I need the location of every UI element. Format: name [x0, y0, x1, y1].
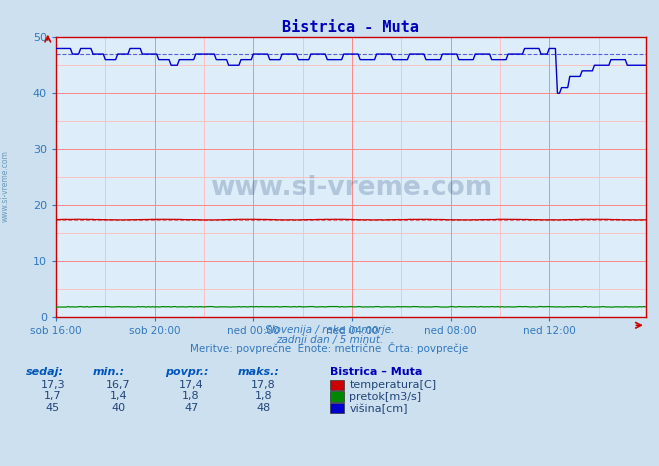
Text: Bistrica – Muta: Bistrica – Muta [330, 367, 422, 377]
Title: Bistrica - Muta: Bistrica - Muta [283, 20, 419, 35]
Text: 17,8: 17,8 [251, 380, 276, 390]
Text: 45: 45 [45, 403, 60, 413]
Text: Meritve: povprečne  Enote: metrične  Črta: povprečje: Meritve: povprečne Enote: metrične Črta:… [190, 342, 469, 354]
Text: 1,7: 1,7 [44, 391, 61, 401]
Text: sedaj:: sedaj: [26, 367, 65, 377]
Text: 1,8: 1,8 [183, 391, 200, 401]
Text: 17,3: 17,3 [40, 380, 65, 390]
Text: 16,7: 16,7 [106, 380, 131, 390]
Text: 1,4: 1,4 [110, 391, 127, 401]
Text: 1,8: 1,8 [255, 391, 272, 401]
Text: 48: 48 [256, 403, 271, 413]
Text: 40: 40 [111, 403, 126, 413]
Text: višina[cm]: višina[cm] [349, 404, 408, 414]
Text: www.si-vreme.com: www.si-vreme.com [1, 151, 10, 222]
Text: temperatura[C]: temperatura[C] [349, 380, 436, 391]
Text: Slovenija / reke in morje.: Slovenija / reke in morje. [265, 325, 394, 335]
Text: maks.:: maks.: [237, 367, 279, 377]
Text: zadnji dan / 5 minut.: zadnji dan / 5 minut. [276, 335, 383, 344]
Text: povpr.:: povpr.: [165, 367, 208, 377]
Text: 47: 47 [184, 403, 198, 413]
Text: min.:: min.: [92, 367, 125, 377]
Text: pretok[m3/s]: pretok[m3/s] [349, 392, 421, 402]
Text: 17,4: 17,4 [179, 380, 204, 390]
Text: www.si-vreme.com: www.si-vreme.com [210, 175, 492, 201]
